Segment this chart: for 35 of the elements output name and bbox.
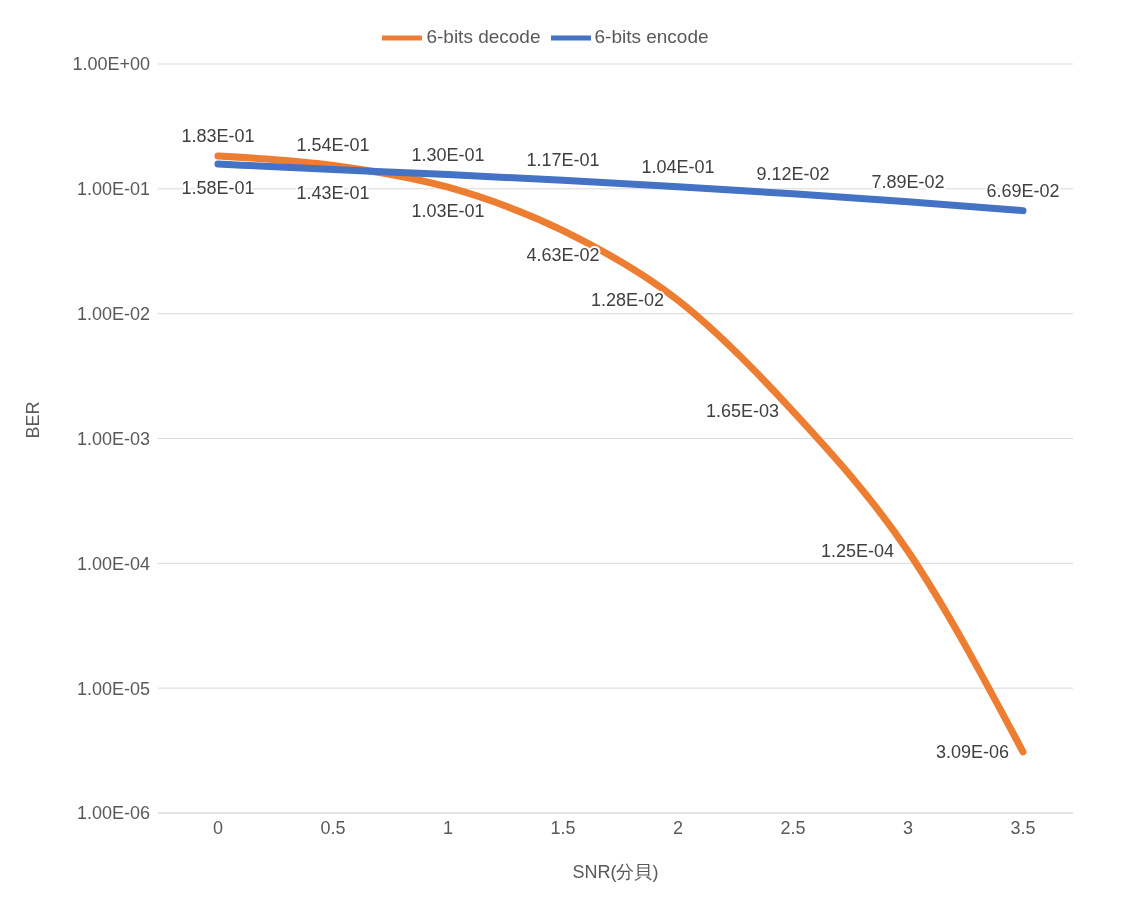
legend-label: 6-bits encode bbox=[594, 26, 709, 48]
x-tick-label: 3.5 bbox=[1010, 817, 1036, 838]
x-tick-label: 2 bbox=[672, 817, 684, 838]
y-tick-label: 1.00E-02 bbox=[76, 304, 150, 325]
data-label: 1.43E-01 bbox=[296, 183, 370, 204]
x-tick-label: 0 bbox=[212, 817, 224, 838]
y-tick-label: 1.00E-06 bbox=[76, 803, 150, 824]
x-tick-label: 1 bbox=[442, 817, 454, 838]
y-tick-label: 1.00E-04 bbox=[76, 553, 150, 574]
x-tick-label: 1.5 bbox=[550, 817, 576, 838]
data-label: 1.54E-01 bbox=[296, 135, 370, 156]
data-label: 1.58E-01 bbox=[181, 178, 255, 199]
data-label: 7.89E-02 bbox=[871, 171, 945, 192]
data-label: 4.63E-02 bbox=[526, 244, 600, 265]
y-tick-label: 1.00E+00 bbox=[72, 54, 150, 75]
data-label: 6.69E-02 bbox=[986, 180, 1060, 201]
data-label: 1.25E-04 bbox=[820, 541, 894, 562]
x-axis-title: SNR(分貝) bbox=[572, 862, 659, 882]
data-label: 1.03E-01 bbox=[411, 201, 485, 222]
data-label: 1.17E-01 bbox=[526, 150, 600, 171]
y-tick-label: 1.00E-05 bbox=[76, 678, 150, 699]
data-label: 1.04E-01 bbox=[641, 156, 715, 177]
y-axis-title: BER bbox=[23, 401, 44, 439]
data-label: 3.09E-06 bbox=[935, 741, 1009, 762]
legend-label: 6-bits decode bbox=[426, 26, 541, 48]
x-tick-label: 0.5 bbox=[320, 817, 346, 838]
data-label: 9.12E-02 bbox=[756, 163, 830, 184]
data-label: 1.65E-03 bbox=[705, 401, 779, 422]
data-label: 1.30E-01 bbox=[411, 144, 485, 165]
data-label: 1.83E-01 bbox=[181, 126, 255, 147]
data-label: 1.28E-02 bbox=[590, 290, 664, 311]
x-tick-label: 2.5 bbox=[780, 817, 806, 838]
x-tick-label: 3 bbox=[902, 817, 914, 838]
y-tick-label: 1.00E-03 bbox=[76, 428, 150, 449]
y-tick-label: 1.00E-01 bbox=[76, 179, 150, 200]
